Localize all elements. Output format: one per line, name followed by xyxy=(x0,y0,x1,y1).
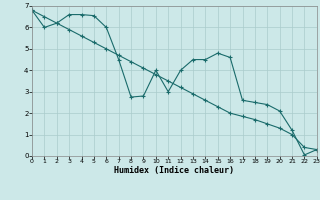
X-axis label: Humidex (Indice chaleur): Humidex (Indice chaleur) xyxy=(115,166,234,175)
